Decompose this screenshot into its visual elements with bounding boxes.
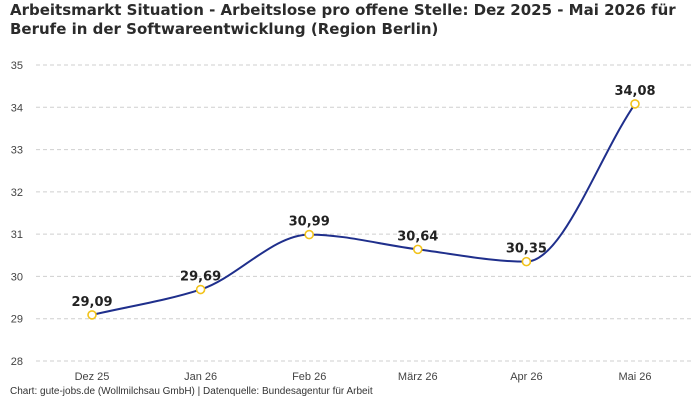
y-tick-label: 33 <box>11 145 23 157</box>
data-point <box>630 99 640 109</box>
x-tick-label: Apr 26 <box>510 371 542 383</box>
series-line <box>91 103 636 316</box>
y-axis: 28 29 30 31 32 33 34 35 <box>11 60 23 368</box>
data-point <box>87 310 97 320</box>
chart-footer: Chart: gute-jobs.de (Wollmilchsau GmbH) … <box>10 386 373 397</box>
data-points <box>87 99 640 320</box>
data-labels: 29,09 29,69 30,99 30,64 30,35 34,08 <box>71 84 655 310</box>
data-point <box>195 284 206 295</box>
y-tick-label: 35 <box>11 60 23 72</box>
data-point <box>412 244 423 255</box>
grid-lines <box>36 64 692 362</box>
chart-title: Arbeitsmarkt Situation - Arbeitslose pro… <box>10 1 690 39</box>
x-tick-label: Dez 25 <box>75 371 110 383</box>
data-label: 29,69 <box>180 270 221 285</box>
y-tick-label: 31 <box>11 229 23 241</box>
y-tick-label: 32 <box>11 187 23 199</box>
data-label: 30,35 <box>506 242 547 257</box>
data-label: 29,09 <box>71 295 112 310</box>
data-label: 34,08 <box>614 84 655 99</box>
data-point <box>304 229 315 240</box>
y-tick-label: 28 <box>11 356 23 368</box>
y-tick-label: 34 <box>11 102 23 114</box>
data-label: 30,64 <box>397 229 438 244</box>
data-label: 30,99 <box>289 215 330 230</box>
y-tick-label: 30 <box>11 271 23 283</box>
chart-title-line-2: Berufe in der Softwareentwicklung (Regio… <box>10 20 439 38</box>
x-tick-label: Feb 26 <box>292 371 326 383</box>
x-tick-label: März 26 <box>398 371 438 383</box>
chart-title-line-1: Arbeitsmarkt Situation - Arbeitslose pro… <box>10 1 676 19</box>
x-tick-label: Mai 26 <box>618 371 651 383</box>
x-axis: Dez 25 Jan 26 Feb 26 März 26 Apr 26 Mai 26 <box>75 371 652 383</box>
x-tick-label: Jan 26 <box>184 371 217 383</box>
y-tick-label: 29 <box>11 314 23 326</box>
data-point <box>521 256 532 267</box>
